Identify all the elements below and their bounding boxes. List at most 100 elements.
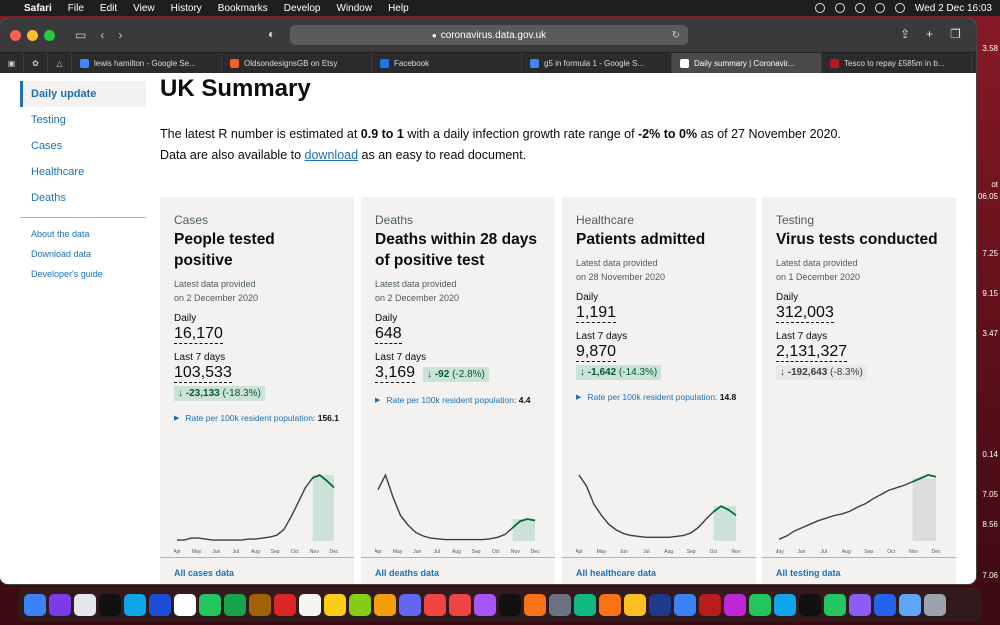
download-link[interactable]: download [304,148,359,162]
rate-toggle[interactable]: ▶ Rate per 100k resident population: 156.… [174,409,340,428]
new-tab-icon[interactable]: + [926,27,934,41]
dock-app-icon[interactable] [274,594,296,616]
dock-app-icon[interactable] [549,594,571,616]
dock-app-icon[interactable] [299,594,321,616]
menu-view[interactable]: View [133,2,155,14]
tab-google-hamilton[interactable]: lewis hamilton - Google Se... [72,52,222,74]
address-bar[interactable]: ● coronavirus.data.gov.uk ↻ [290,25,688,45]
search-icon[interactable] [894,3,905,13]
nav-developers-guide[interactable]: Developer's guide [31,269,103,279]
change-badge[interactable]: ↓ -1,642 (-14.3%) [576,365,662,380]
menu-edit[interactable]: Edit [99,2,118,14]
dock-app-icon[interactable] [849,594,871,616]
dock-app-icon[interactable] [799,594,821,616]
dock-app-icon[interactable] [24,594,46,616]
testing-trend-chart[interactable]: May Jun Jul Aug Sep Oct Nov Dec [776,465,942,555]
pinned-tab[interactable]: ✿ [24,52,48,74]
tab-tesco-news[interactable]: Tesco to repay £585m in b... [822,52,972,74]
dock-app-icon[interactable] [74,594,96,616]
tab-daily-summary[interactable]: Daily summary | Coronavir... [672,52,822,74]
nav-daily-update[interactable]: Daily update [20,81,146,107]
sidebar-icon[interactable]: ▭ [75,28,87,42]
all-cases-link[interactable]: All cases data [160,557,354,584]
nav-about-data[interactable]: About the data [31,229,90,239]
dock-app-icon[interactable] [474,594,496,616]
minimize-window-button[interactable] [27,29,38,41]
dock-app-icon[interactable] [49,594,71,616]
dock-app-icon[interactable] [424,594,446,616]
dock-app-icon[interactable] [374,594,396,616]
week-value[interactable]: 103,533 [174,364,232,383]
dock-app-icon[interactable] [324,594,346,616]
cases-trend-chart[interactable]: Apr May Jun Jul Aug Sep Oct Nov Dec [174,465,340,555]
change-badge[interactable]: ↓ -23,133 (-18.3%) [174,386,265,401]
all-testing-link[interactable]: All testing data [762,557,956,584]
status-icon[interactable] [834,3,845,13]
menu-develop[interactable]: Develop [283,2,321,14]
dock-app-icon[interactable] [674,594,696,616]
dock-app-icon[interactable] [249,594,271,616]
nav-download-data[interactable]: Download data [31,249,92,259]
change-badge[interactable]: ↓ -192,643 (-8.3%) [776,365,867,380]
menu-window[interactable]: Window [336,2,373,14]
dock-app-icon[interactable] [749,594,771,616]
menu-history[interactable]: History [170,2,202,14]
wifi-icon[interactable] [874,3,885,13]
daily-value[interactable]: 648 [375,325,402,344]
dock-app-icon[interactable] [924,594,946,616]
dock-app-icon[interactable] [824,594,846,616]
shield-icon[interactable]: ◐ [268,27,276,41]
dock-app-icon[interactable] [449,594,471,616]
week-value[interactable]: 2,131,327 [776,343,848,362]
dock-app-icon[interactable] [649,594,671,616]
nav-testing[interactable]: Testing [31,114,66,126]
back-icon[interactable]: ‹ [100,28,105,42]
app-menu[interactable]: Safari [24,2,52,14]
dock-app-icon[interactable] [349,594,371,616]
menu-help[interactable]: Help [388,2,409,14]
menu-bookmarks[interactable]: Bookmarks [217,2,268,14]
tab-facebook[interactable]: Facebook [372,52,522,74]
dock-app-icon[interactable] [399,594,421,616]
tab-overview-icon[interactable]: ❐ [950,27,961,41]
forward-icon[interactable]: › [118,28,123,42]
dock-app-icon[interactable] [99,594,121,616]
deaths-trend-chart[interactable]: Apr May Jun Jul Aug Sep Oct Nov Dec [375,465,541,555]
all-healthcare-link[interactable]: All healthcare data [562,557,756,584]
reload-icon[interactable]: ↻ [671,29,680,41]
dock-app-icon[interactable] [624,594,646,616]
daily-value[interactable]: 312,003 [776,304,834,323]
nav-cases[interactable]: Cases [31,140,63,152]
dock-app-icon[interactable] [524,594,546,616]
dock-app-icon[interactable] [724,594,746,616]
dock-app-icon[interactable] [124,594,146,616]
week-value[interactable]: 9,870 [576,343,617,362]
dock-app-icon[interactable] [224,594,246,616]
nav-deaths[interactable]: Deaths [31,192,66,204]
dock-app-icon[interactable] [174,594,196,616]
status-icon[interactable] [814,3,825,13]
zoom-window-button[interactable] [44,29,55,41]
share-icon[interactable]: ⇪ [900,27,911,41]
nav-healthcare[interactable]: Healthcare [31,166,85,178]
healthcare-trend-chart[interactable]: Apr May Jun Jul Aug Sep Oct Nov [576,465,742,555]
clock[interactable]: Wed 2 Dec 16:03 [914,2,992,14]
dock-app-icon[interactable] [874,594,896,616]
daily-value[interactable]: 16,170 [174,325,223,344]
dock-app-icon[interactable] [499,594,521,616]
dock-app-icon[interactable] [699,594,721,616]
dock-app-icon[interactable] [199,594,221,616]
week-value[interactable]: 3,169 [375,364,416,383]
tab-etsy[interactable]: OldsondesignsGB on Etsy [222,52,372,74]
dock-app-icon[interactable] [149,594,171,616]
daily-value[interactable]: 1,191 [576,304,617,323]
rate-toggle[interactable]: ▶ Rate per 100k resident population: 4.4 [375,391,541,410]
status-icon[interactable] [854,3,865,13]
close-window-button[interactable] [10,29,21,41]
dock-app-icon[interactable] [774,594,796,616]
dock-app-icon[interactable] [899,594,921,616]
menu-file[interactable]: File [67,2,84,14]
rate-toggle[interactable]: ▶ Rate per 100k resident population: 14.8 [576,388,742,407]
tab-google-g5[interactable]: g5 in formula 1 - Google S... [522,52,672,74]
dock-app-icon[interactable] [599,594,621,616]
